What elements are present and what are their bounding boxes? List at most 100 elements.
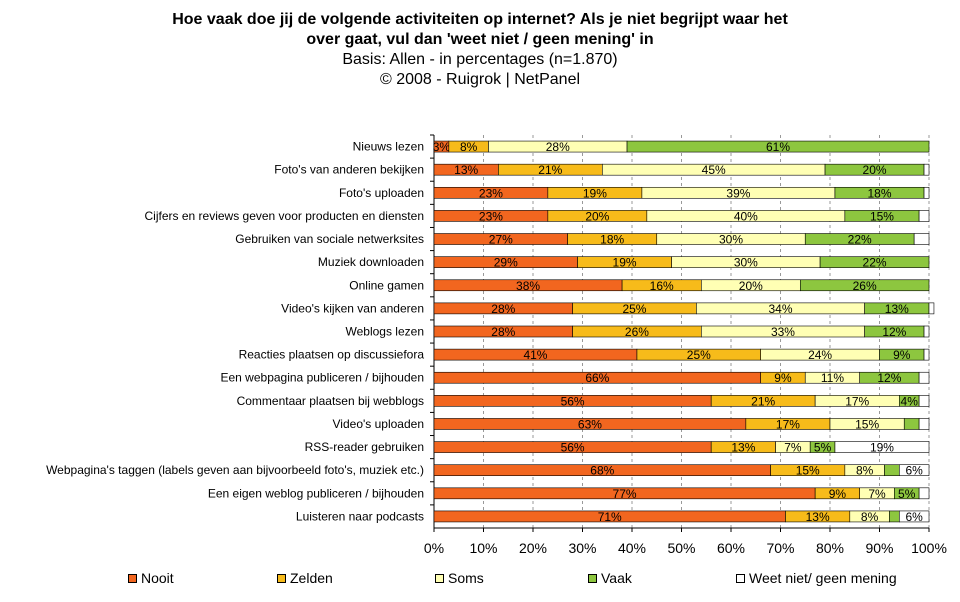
data-label: 20% (739, 279, 763, 293)
data-label: 11% (821, 371, 844, 385)
data-label: 21% (751, 394, 775, 408)
bar-segment (918, 371, 930, 384)
data-label: 28% (491, 325, 515, 339)
legend-item-vaak: Vaak (588, 570, 632, 586)
data-label: 18% (867, 186, 891, 200)
legend-label-weet-niet: Weet niet/ geen mening (749, 570, 897, 586)
category-label: RSS-reader gebruiken (305, 440, 424, 454)
legend-label-zelden: Zelden (290, 570, 333, 586)
bar-segment (626, 140, 930, 153)
x-tick-label: 100% (911, 540, 947, 556)
data-label: 8% (460, 140, 478, 154)
x-tick-label: 10% (469, 540, 497, 556)
bar-segment (918, 487, 930, 500)
x-tick-label: 40% (618, 540, 646, 556)
legend-label-vaak: Vaak (601, 570, 632, 586)
category-label: Video's uploaden (333, 417, 424, 431)
data-label: 56% (561, 394, 585, 408)
category-label: Weblogs lezen (346, 325, 425, 339)
data-label: 5% (898, 487, 916, 501)
data-label: 7% (868, 487, 886, 501)
data-label: 77% (613, 487, 637, 501)
data-label: 27% (489, 233, 513, 247)
data-label: 21% (538, 163, 562, 177)
data-label: 4% (901, 394, 919, 408)
data-label: 22% (863, 256, 887, 270)
bar-segment (913, 233, 930, 245)
legend: Nooit Zelden Soms Vaak Weet niet/ geen m… (0, 570, 960, 590)
bar-segment (923, 186, 930, 199)
x-tick-label: 60% (717, 540, 745, 556)
data-label: 18% (600, 233, 624, 247)
data-label: 9% (829, 487, 847, 501)
data-label: 24% (808, 348, 832, 362)
chart-title: Hoe vaak doe jij de volgende activiteite… (0, 10, 960, 90)
data-label: 63% (578, 417, 602, 431)
category-label: Webpagina's taggen (labels geven aan bij… (46, 463, 424, 477)
bar-segment (819, 256, 930, 268)
legend-item-nooit: Nooit (128, 570, 174, 586)
data-label: 19% (613, 256, 637, 270)
data-label: 41% (523, 348, 547, 362)
legend-swatch-nooit (128, 573, 137, 583)
data-label: 19% (870, 441, 894, 455)
bar-segment (928, 302, 935, 315)
data-label: 28% (491, 302, 515, 316)
data-label: 9% (774, 371, 792, 385)
data-label: 3% (433, 140, 451, 154)
bar-segment (889, 510, 900, 523)
data-label: 23% (479, 186, 503, 200)
category-label: Gebruiken van sociale netwerksites (235, 232, 424, 246)
data-label: 40% (734, 209, 758, 223)
data-label: 13% (806, 510, 830, 524)
category-label: Nieuws lezen (353, 140, 424, 154)
category-label: Online gamen (349, 278, 424, 292)
legend-item-soms: Soms (435, 570, 484, 586)
data-label: 15% (796, 464, 820, 478)
bar-segment (918, 210, 930, 222)
data-label: 20% (585, 209, 609, 223)
data-label: 8% (861, 510, 879, 524)
data-label: 28% (546, 140, 570, 154)
category-label: Muziek downloaden (318, 255, 424, 269)
data-label: 61% (766, 140, 790, 154)
data-label: 13% (454, 163, 478, 177)
data-label: 13% (731, 441, 755, 455)
title-line-2: over gaat, vul dan 'weet niet / geen men… (306, 31, 654, 48)
legend-item-weet-niet: Weet niet/ geen mening (736, 570, 897, 586)
data-label: 38% (516, 279, 540, 293)
data-label: 12% (877, 371, 901, 385)
data-label: 66% (585, 371, 609, 385)
data-label: 25% (622, 302, 646, 316)
category-label: Foto's van anderen bekijken (274, 163, 424, 177)
category-label: Commentaar plaatsen bij webblogs (237, 394, 424, 408)
data-label: 22% (848, 233, 872, 247)
legend-swatch-vaak (588, 573, 597, 583)
bar-segment (884, 464, 900, 477)
bar-segment (923, 325, 930, 338)
category-label: Luisteren naar podcasts (296, 509, 424, 523)
data-label: 7% (784, 441, 802, 455)
data-label: 8% (856, 464, 874, 478)
bar-segment (923, 348, 930, 361)
data-label: 56% (561, 441, 585, 455)
legend-swatch-soms (435, 573, 444, 583)
bar-segment (898, 464, 930, 477)
bar-segment (918, 418, 930, 430)
data-label: 26% (625, 325, 649, 339)
data-label: 17% (776, 417, 800, 431)
x-tick-label: 50% (667, 540, 695, 556)
category-label: Een webpagina publiceren / bijhouden (221, 371, 425, 385)
bar-segment (903, 418, 920, 430)
x-tick-label: 90% (865, 540, 893, 556)
bar-segment (918, 395, 930, 407)
data-label: 33% (771, 325, 795, 339)
data-label: 5% (814, 441, 832, 455)
legend-swatch-zelden (277, 573, 286, 583)
legend-swatch-weet-niet (736, 573, 745, 583)
data-label: 25% (687, 348, 711, 362)
data-label: 39% (726, 186, 750, 200)
bar-segment (898, 510, 930, 523)
category-label: Reacties plaatsen op discussiefora (239, 348, 425, 362)
